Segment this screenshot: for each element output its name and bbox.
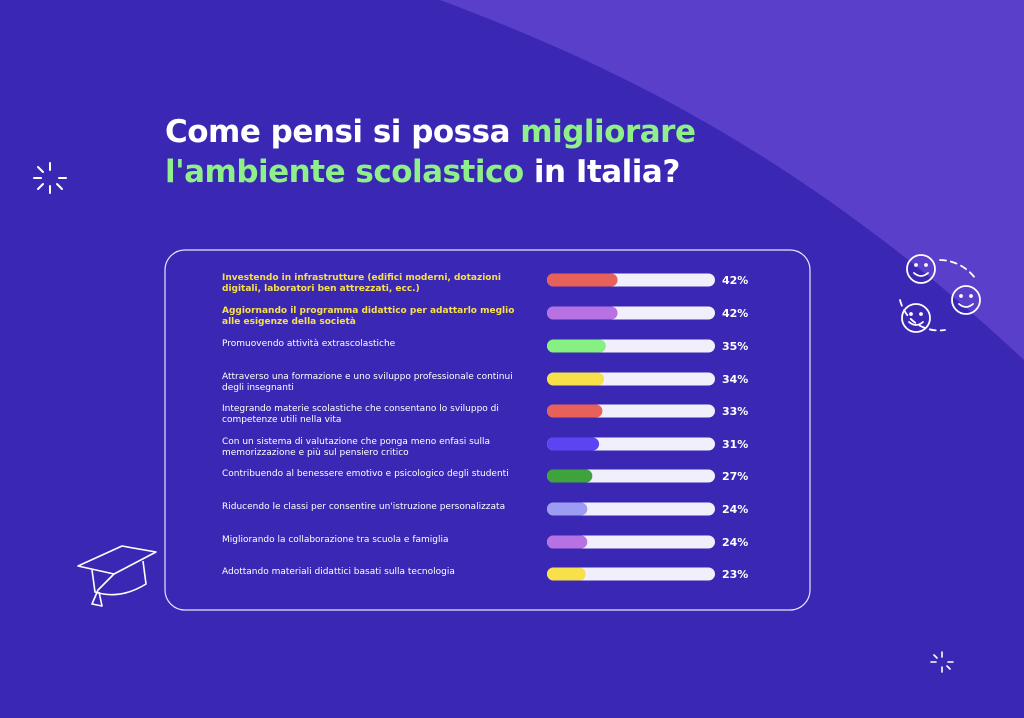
category-label: Attraverso una formazione e uno sviluppo… — [222, 372, 513, 393]
graduation-cap — [77, 545, 157, 607]
bar — [547, 273, 618, 287]
title-part: in Italia? — [523, 154, 680, 190]
value-label: 31% — [722, 438, 748, 451]
bar — [547, 535, 588, 549]
chart-title: Come pensi si possa migliorare l'ambiente… — [165, 112, 696, 192]
bar — [547, 437, 600, 451]
bar-track — [547, 502, 715, 516]
value-label: 35% — [722, 340, 748, 353]
category-label: Migliorando la collaborazione tra scuola… — [222, 535, 449, 545]
value-label: 24% — [722, 503, 748, 516]
category-label: Con un sistema di valutazione che ponga … — [222, 437, 491, 458]
bar-track — [547, 535, 715, 549]
sparkle — [930, 651, 954, 673]
bar — [547, 306, 618, 320]
title-part: l'ambiente scolastico — [165, 154, 524, 190]
bar-track — [547, 567, 715, 581]
title-part: Come pensi si possa — [165, 114, 521, 150]
value-label: 42% — [722, 274, 748, 287]
category-label: Contribuendo al benessere emotivo e psic… — [222, 469, 509, 479]
value-label: 24% — [722, 536, 748, 549]
sparkle — [33, 162, 67, 194]
title-part: migliorare — [520, 114, 696, 150]
category-label: Adottando materiali didattici basati sul… — [222, 567, 455, 577]
category-label: Promuovendo attività extrascolastiche — [222, 339, 396, 349]
category-label: Integrando materie scolastiche che conse… — [222, 404, 499, 425]
bar — [547, 567, 586, 581]
bar — [547, 339, 606, 353]
value-label: 34% — [722, 373, 748, 386]
value-label: 33% — [722, 405, 748, 418]
category-label: Aggiornando il programma didattico per a… — [222, 306, 515, 327]
category-label: Investendo in infrastrutture (edifici mo… — [222, 273, 501, 294]
card — [164, 249, 811, 611]
bar — [547, 372, 605, 386]
category-label: Riducendo le classi per consentire un'is… — [222, 502, 506, 512]
background-shape — [440, 0, 1024, 360]
value-label: 42% — [722, 307, 748, 320]
bar — [547, 404, 603, 418]
bar — [547, 469, 593, 483]
smileys — [899, 254, 981, 333]
value-label: 27% — [722, 470, 748, 483]
bar — [547, 502, 588, 516]
value-label: 23% — [722, 568, 748, 581]
